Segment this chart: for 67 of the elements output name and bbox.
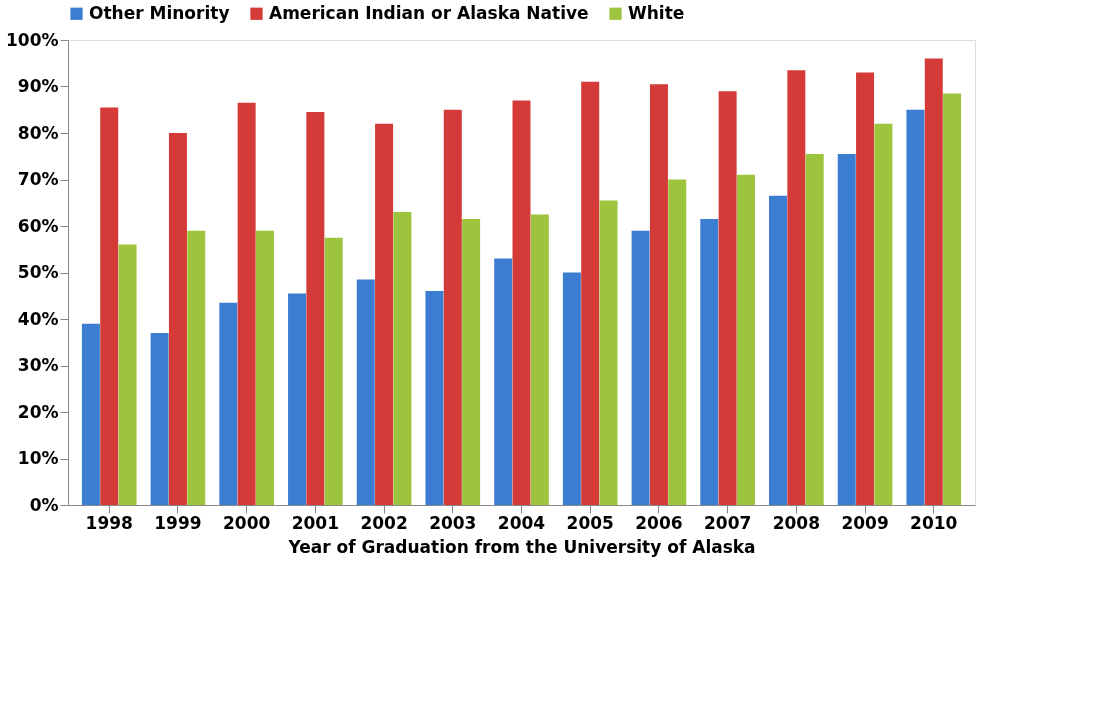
bar bbox=[462, 219, 481, 505]
y-tick-label: 80% bbox=[17, 122, 59, 143]
bar bbox=[631, 230, 650, 505]
bar bbox=[512, 100, 531, 505]
bar bbox=[924, 58, 943, 505]
bar bbox=[599, 200, 618, 505]
bar bbox=[718, 91, 737, 505]
bar bbox=[649, 84, 668, 505]
bar bbox=[581, 81, 600, 505]
bar bbox=[150, 332, 169, 505]
bar bbox=[494, 258, 513, 505]
x-tick-label: 2009 bbox=[841, 512, 889, 533]
bar bbox=[168, 133, 187, 505]
y-tick-label: 90% bbox=[17, 76, 59, 96]
bar bbox=[219, 302, 238, 505]
bar bbox=[393, 212, 412, 505]
x-tick-label: 2005 bbox=[566, 512, 614, 533]
bar bbox=[787, 70, 806, 505]
bar bbox=[375, 123, 394, 505]
legend-label: Other Minority bbox=[89, 2, 230, 23]
legend-label: American Indian or Alaska Native bbox=[269, 2, 589, 23]
y-tick-label: 70% bbox=[17, 169, 59, 189]
x-tick-label: 1999 bbox=[154, 512, 202, 533]
x-tick-label: 2007 bbox=[703, 512, 752, 533]
bar bbox=[530, 214, 549, 505]
y-tick-label: 30% bbox=[17, 355, 59, 375]
x-tick-label: 2000 bbox=[222, 512, 271, 533]
bar bbox=[255, 230, 274, 505]
legend-label: White bbox=[628, 2, 685, 23]
y-tick-label: 20% bbox=[17, 401, 59, 422]
y-tick-label: 10% bbox=[17, 448, 59, 468]
bar bbox=[943, 93, 962, 505]
bar bbox=[443, 109, 462, 505]
bar bbox=[324, 237, 343, 505]
y-tick-label: 40% bbox=[17, 308, 59, 329]
bar bbox=[237, 102, 256, 505]
bar bbox=[118, 244, 137, 505]
bar bbox=[856, 72, 875, 505]
bar bbox=[837, 153, 856, 505]
bar bbox=[700, 219, 719, 505]
x-tick-label: 2001 bbox=[291, 512, 340, 533]
bar bbox=[288, 293, 307, 505]
x-tick-label: 2008 bbox=[772, 512, 821, 533]
bar bbox=[668, 179, 687, 505]
x-tick-label: 2006 bbox=[635, 512, 683, 533]
bar bbox=[425, 291, 444, 505]
y-tick-label: 0% bbox=[29, 494, 59, 515]
bar bbox=[356, 279, 375, 505]
bar bbox=[874, 123, 893, 505]
bar bbox=[805, 153, 824, 505]
y-tick-label: 60% bbox=[17, 215, 59, 236]
y-tick-label: 50% bbox=[17, 262, 59, 282]
x-axis-title: Year of Graduation from the University of Alaska bbox=[287, 536, 756, 557]
bar bbox=[81, 323, 100, 505]
bar bbox=[906, 109, 925, 505]
x-tick-label: 2003 bbox=[429, 512, 477, 533]
bar bbox=[562, 272, 581, 505]
bar bbox=[306, 112, 325, 505]
bar bbox=[736, 174, 755, 505]
x-tick-label: 2002 bbox=[360, 512, 408, 533]
bar bbox=[187, 230, 206, 505]
bar bbox=[769, 195, 788, 505]
x-tick-label: 1998 bbox=[85, 512, 133, 533]
x-tick-label: 2004 bbox=[497, 512, 546, 533]
x-tick-label: 2010 bbox=[910, 512, 958, 533]
bar bbox=[100, 107, 119, 505]
y-tick-label: 100% bbox=[5, 29, 59, 50]
